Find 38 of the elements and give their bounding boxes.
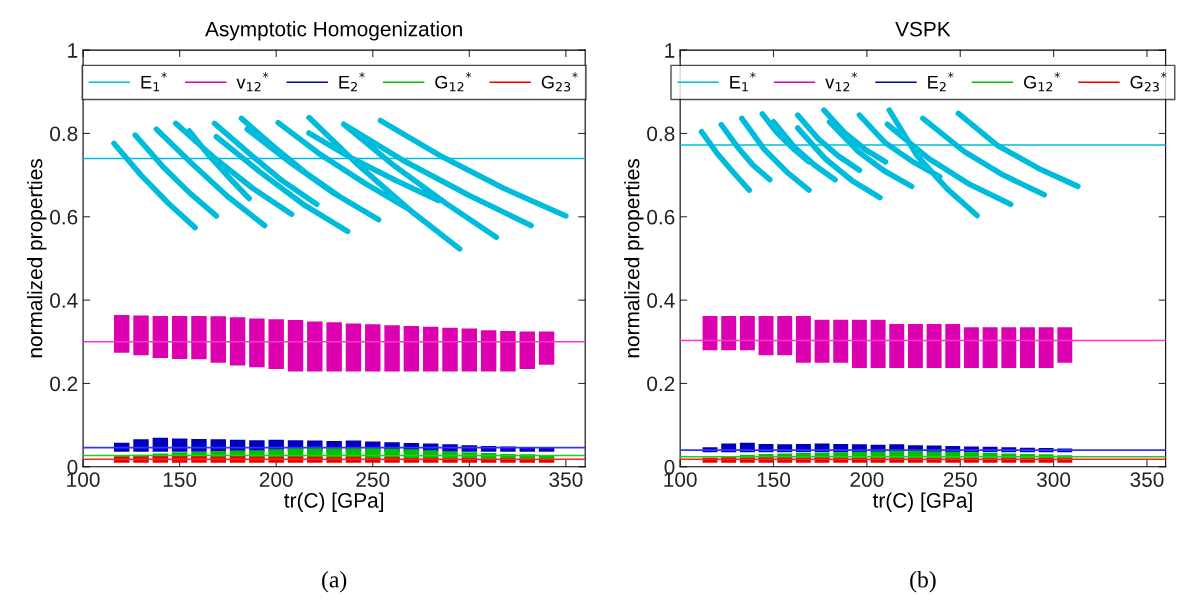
legend-label: v$_{12}$$^{*}$	[236, 72, 269, 92]
legend-label: v$_{12}$$^{*}$	[825, 72, 858, 92]
x-axis-title: tr(C) [GPa]	[872, 492, 972, 512]
legend-label: G$_{23}$$^{*}$	[541, 72, 578, 92]
text: (b)	[910, 570, 936, 593]
x-tick-label: 250	[356, 472, 390, 487]
x-tick-label: 200	[259, 472, 293, 487]
legend-label: G$_{12}$$^{*}$	[1024, 72, 1061, 92]
legend-label: E$_{1}$$^{*}$	[730, 72, 756, 92]
legend-label: E$_{2}$$^{*}$	[928, 72, 954, 92]
legend-label: G$_{23}$$^{*}$	[1130, 72, 1167, 92]
x-tick-label: 350	[1130, 472, 1164, 487]
y-tick-label: 1	[665, 43, 675, 58]
chart-title: VSPK	[895, 21, 951, 37]
x-tick-label: 200	[850, 472, 884, 487]
x-tick-label: 350	[549, 472, 583, 487]
legend-label: E$_{2}$$^{*}$	[339, 72, 365, 92]
x-axis-title: tr(C) [GPa]	[284, 492, 384, 512]
chart-title: Asymptotic Homogenization	[205, 21, 462, 41]
y-tick-label: 0.8	[50, 126, 78, 142]
y-axis-title: normalized properties	[624, 159, 644, 358]
x-tick-label: 150	[163, 472, 197, 487]
text: (a)	[322, 570, 347, 593]
x-tick-label: 250	[943, 472, 977, 487]
y-tick-label: 0.4	[50, 293, 78, 308]
y-tick-label: 0.2	[647, 376, 675, 392]
y-axis-title: normalized properties	[27, 159, 47, 358]
y-tick-label: 0.2	[50, 376, 78, 392]
x-tick-label: 300	[452, 472, 486, 487]
y-tick-label: 0.8	[647, 126, 675, 142]
x-tick-label: 300	[1037, 472, 1071, 487]
y-tick-label: 1	[68, 43, 78, 58]
y-tick-label: 0.6	[50, 209, 78, 225]
x-tick-label: 150	[757, 472, 791, 487]
y-tick-label: 0.6	[647, 209, 675, 225]
y-tick-label: 0.4	[647, 293, 675, 308]
legend-label: G$_{12}$$^{*}$	[435, 72, 472, 92]
legend-label: E$_{1}$$^{*}$	[141, 72, 167, 92]
